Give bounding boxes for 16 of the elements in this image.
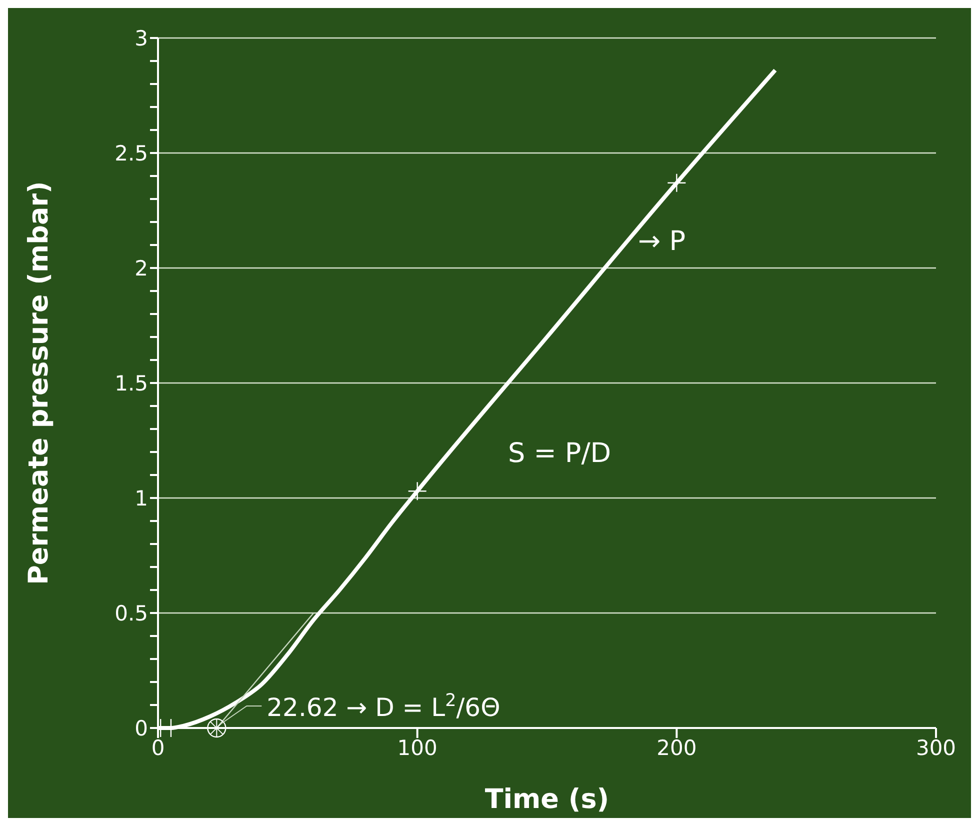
y-tick-label: 1 xyxy=(134,486,148,510)
y-tick-label: 1.5 xyxy=(114,371,148,396)
x-axis-title: Time (s) xyxy=(484,784,610,815)
x-tick-label: 0 xyxy=(151,736,165,760)
x-tick-label: 300 xyxy=(916,736,956,760)
annotation: → P xyxy=(638,226,686,257)
y-tick-label: 0.5 xyxy=(114,601,148,626)
annotation: S = P/D xyxy=(508,438,612,469)
y-tick-label: 2 xyxy=(134,256,148,280)
x-tick-label: 100 xyxy=(397,736,438,760)
y-axis-title: Permeate pressure (mbar) xyxy=(24,181,55,585)
y-tick-label: 0 xyxy=(134,716,148,740)
y-tick-label: 2.5 xyxy=(114,141,148,166)
annotation: 22.62 → D = L$^{2}$/6Θ xyxy=(266,691,500,722)
y-tick-label: 3 xyxy=(134,26,148,50)
x-tick-label: 200 xyxy=(656,736,697,760)
